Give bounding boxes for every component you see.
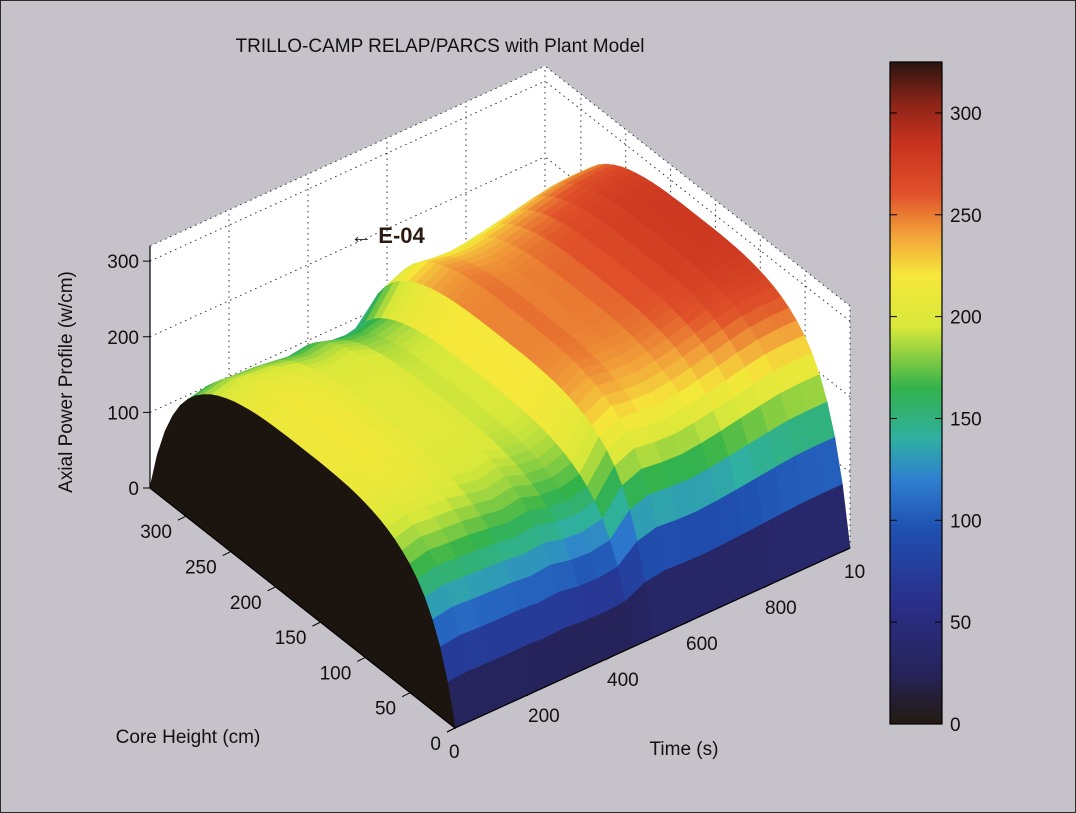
x-tick-label: 600 [686, 634, 718, 655]
colorbar-tick-label: 0 [950, 715, 961, 736]
z-tick-label: 100 [107, 403, 139, 424]
x-tick-label: 800 [765, 598, 797, 619]
x-tick-label: 0 [449, 742, 460, 763]
power-surface [149, 163, 851, 730]
y-tick-mark [357, 656, 366, 662]
colorbar-tick-label: 250 [950, 206, 982, 227]
axes-lines [149, 246, 851, 729]
surface-front-face [149, 394, 456, 730]
y-axis-label: Core Height (cm) [116, 727, 261, 748]
x-tick-mark [525, 691, 535, 697]
z-tick-label: 200 [107, 328, 139, 349]
y-tick-label: 0 [430, 734, 441, 755]
x-tick-mark [841, 547, 851, 553]
y-tick-mark [222, 551, 231, 556]
grid-line [149, 65, 546, 247]
y-tick-mark [312, 621, 321, 627]
y-tick-mark [446, 727, 456, 733]
x-axis-label: Time (s) [650, 739, 719, 760]
y-tick-mark [401, 692, 411, 698]
colorbar: 0 50 100 150 200 250 300 [889, 61, 982, 736]
x-axis-line [454, 547, 851, 729]
axis-ticks: 0200400600800100501001502002503000100200… [107, 252, 865, 763]
y-tick-label: 300 [140, 522, 172, 543]
x-tick-label: 10 [844, 562, 865, 583]
y-tick-label: 250 [185, 558, 217, 579]
grid-line [149, 80, 546, 262]
y-tick-mark [267, 586, 276, 592]
colorbar-tick-label: 50 [950, 613, 971, 634]
colorbar-tick-label: 300 [950, 104, 982, 125]
y-axis-line [149, 487, 456, 729]
chart-title: TRILLO-CAMP RELAP/PARCS with Plant Model [236, 36, 645, 57]
grid-line [149, 156, 546, 338]
annotation-label: ← E-04 [350, 223, 425, 248]
z-tick-label: 0 [128, 479, 139, 500]
y-tick-label: 200 [230, 593, 262, 614]
x-tick-mark [762, 583, 772, 589]
y-tick-mark [177, 515, 187, 521]
x-tick-label: 200 [528, 706, 560, 727]
z-tick-label: 300 [107, 252, 139, 273]
y-tick-label: 50 [375, 699, 396, 720]
colorbar-tick-label: 150 [950, 410, 982, 431]
colorbar-tick-label: 100 [950, 511, 982, 532]
y-tick-label: 150 [275, 628, 307, 649]
y-tick-label: 100 [320, 663, 352, 684]
z-axis-label: Axial Power Profile (w/cm) [56, 271, 77, 493]
colorbar-tick-label: 200 [950, 308, 982, 329]
annotations: ← E-04 [350, 223, 425, 248]
x-tick-mark [683, 619, 693, 625]
x-tick-label: 400 [607, 670, 639, 691]
x-tick-mark [604, 655, 614, 661]
colorbar-gradient [889, 61, 943, 725]
